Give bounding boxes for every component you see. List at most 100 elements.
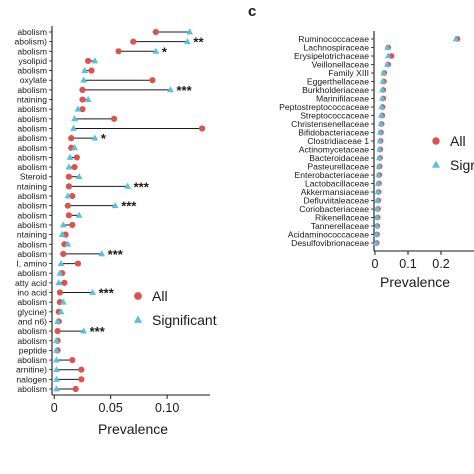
category-label: Enterobacteriaceae	[294, 170, 369, 180]
category-label: Lactobacillaceae	[305, 179, 369, 189]
significant-point	[89, 288, 97, 295]
category-label: abolism	[17, 210, 47, 220]
category-label: abolism	[17, 27, 47, 37]
all-point	[110, 115, 118, 122]
significant-point	[452, 35, 460, 42]
all-point	[64, 202, 71, 209]
significant-point	[53, 375, 60, 382]
category-label: Coriobacteriaceae	[299, 204, 369, 214]
category-label: Steroid	[20, 172, 47, 182]
all-point	[65, 183, 73, 190]
all-point	[61, 279, 68, 286]
all-point	[72, 385, 79, 393]
category-label: abolism	[17, 114, 47, 124]
all-point	[69, 221, 76, 229]
x-tick-label: 0.2	[432, 257, 449, 271]
significant-point	[374, 205, 381, 212]
all-point	[73, 154, 80, 161]
panel-c-label: c	[248, 3, 256, 20]
significance-stars: *	[162, 44, 168, 59]
x-tick-label: 0.05	[99, 401, 123, 415]
legend-all-marker	[134, 292, 142, 300]
all-point	[115, 48, 122, 55]
legend-significant-marker	[432, 160, 440, 168]
category-label: Burkholderiaceae	[302, 85, 369, 95]
category-label: Peptostreptococcaceae	[279, 102, 369, 112]
significant-point	[376, 146, 383, 152]
significant-point	[81, 66, 89, 73]
significant-point	[373, 214, 381, 220]
category-label: abolism	[17, 46, 47, 56]
significant-point	[71, 144, 78, 151]
category-label: ntaining	[17, 95, 47, 105]
all-point	[78, 366, 85, 373]
significant-point	[91, 57, 99, 64]
category-label: Veillonellaceae	[312, 60, 370, 70]
x-tick-label: 0.10	[155, 401, 179, 415]
category-label: Desulfovibrionaceae	[291, 238, 369, 248]
category-label: Rikenellaceae	[315, 213, 369, 223]
significant-point	[184, 37, 191, 45]
category-label: abolism	[17, 220, 47, 230]
all-point	[78, 376, 85, 383]
significant-point	[124, 182, 132, 189]
significant-point	[372, 239, 380, 246]
category-label: ysolipid	[18, 56, 47, 66]
category-label: glycine)	[17, 307, 47, 317]
significant-point	[373, 231, 380, 237]
all-point	[56, 289, 64, 296]
all-point	[149, 77, 156, 84]
all-point	[74, 260, 82, 267]
significance-stars: **	[193, 35, 204, 50]
category-label: Akkermansiaceae	[301, 187, 370, 197]
category-label: Actinomycetaceae	[299, 145, 369, 155]
category-label: and n6)	[18, 316, 47, 326]
legend-all-marker	[432, 137, 440, 145]
significance-stars: ***	[177, 83, 193, 98]
x-tick-label: 0	[372, 257, 379, 271]
significant-point	[54, 317, 62, 324]
all-point	[130, 38, 137, 45]
all-point	[79, 86, 86, 93]
category-label: abolism	[17, 104, 47, 114]
significant-point	[373, 222, 380, 229]
category-label: Lachnospiraceae	[304, 43, 370, 53]
significant-point	[70, 124, 77, 131]
significant-point	[383, 61, 391, 67]
category-label: ntaining	[17, 230, 47, 240]
significance-stars: ***	[134, 179, 150, 194]
category-label: abolism	[17, 123, 47, 133]
significant-point	[84, 95, 92, 102]
significant-point	[375, 180, 382, 186]
significant-point	[75, 211, 83, 218]
category-label: abolism	[17, 297, 47, 307]
significant-point	[380, 69, 387, 76]
significant-point	[378, 103, 385, 110]
significant-point	[80, 76, 88, 83]
significant-point	[53, 356, 60, 363]
significant-point	[57, 259, 65, 266]
all-point	[85, 57, 92, 65]
category-label: ino acid	[17, 288, 47, 298]
significant-point	[65, 163, 73, 170]
category-label: Clostridiaceae 1	[307, 136, 369, 146]
category-label: abolism	[17, 66, 47, 76]
significant-point	[57, 308, 65, 315]
significant-point	[384, 44, 391, 50]
significant-point	[53, 337, 60, 344]
all-point	[65, 173, 73, 180]
significant-point	[379, 78, 387, 84]
category-label: arnitine)	[16, 365, 47, 375]
category-label: abolism	[17, 268, 47, 278]
category-label: Eggerthellaceae	[307, 77, 369, 87]
all-point	[69, 192, 76, 200]
significance-stars: ***	[99, 286, 115, 301]
significant-point	[375, 171, 382, 178]
significant-point	[55, 279, 63, 286]
significant-point	[384, 52, 392, 59]
significant-point	[379, 86, 386, 93]
category-label: oxylate	[20, 75, 47, 85]
category-label: abolism	[17, 355, 47, 365]
panel-c-chart: c RuminococcaceaeLachnospiraceaeErysipel…	[248, 3, 474, 290]
